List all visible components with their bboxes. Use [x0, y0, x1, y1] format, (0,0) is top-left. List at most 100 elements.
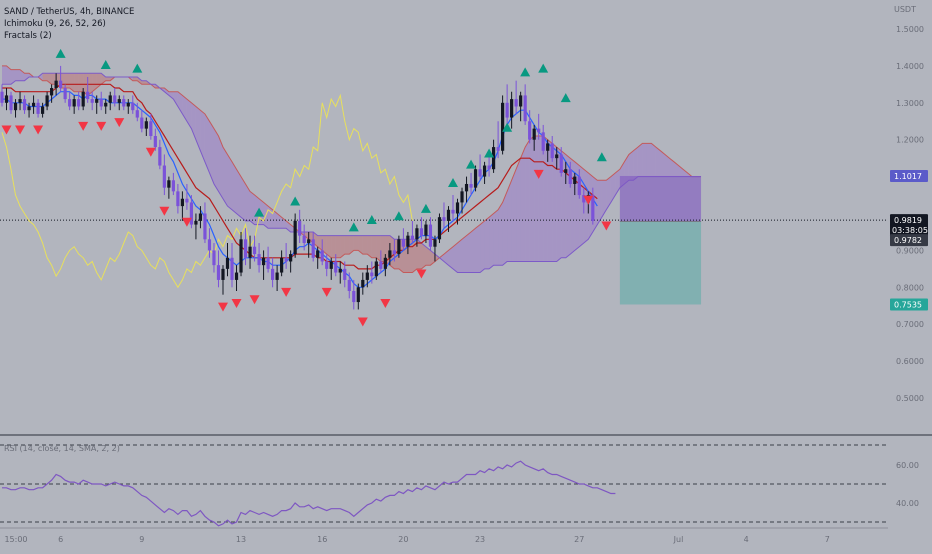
candle-body [171, 180, 175, 192]
candle-body [4, 95, 9, 103]
candle-body [280, 257, 284, 273]
candle [343, 261, 347, 288]
candle [437, 213, 442, 244]
cloud-segment [547, 139, 553, 262]
candle-body [469, 183, 473, 188]
candle-body [568, 169, 572, 184]
cloud-segment [498, 202, 503, 266]
price-tick-label: 1.3000 [896, 99, 924, 108]
candle [311, 231, 315, 262]
candle-body [149, 121, 153, 137]
candle [40, 102, 45, 118]
cloud-segment [371, 235, 377, 258]
cloud-segment [353, 235, 359, 251]
time-tick-label: 15:00 [4, 535, 27, 544]
candle [523, 84, 527, 125]
candle-body [230, 257, 234, 280]
cloud-segment [561, 150, 566, 258]
candle [140, 110, 144, 133]
long-position-tool[interactable] [619, 175, 702, 305]
candles[interactable] [0, 65, 595, 310]
fractal-up-marker [366, 214, 377, 224]
cloud-segment [683, 169, 688, 177]
candle-body [501, 102, 505, 151]
candle [144, 117, 148, 137]
candle [212, 243, 216, 273]
candle-body [144, 121, 148, 129]
symbol-title[interactable]: SAND / TetherUS, 4h, BINANCE [4, 7, 134, 17]
candle [501, 95, 505, 155]
candle-body [325, 261, 329, 269]
cloud-segment [204, 113, 210, 173]
candle-body [437, 217, 442, 240]
candle-body [162, 165, 166, 188]
candle-body [248, 246, 252, 258]
fractal-down-marker [416, 269, 427, 279]
fractal-down-marker [114, 118, 125, 128]
candle [77, 91, 81, 111]
candle-body [86, 91, 90, 100]
legend[interactable]: SAND / TetherUS, 4h, BINANCE Ichimoku (9… [4, 7, 134, 453]
position-stop-zone [619, 221, 702, 305]
fractals [1, 48, 612, 327]
candle [72, 95, 76, 114]
candle-body [392, 250, 396, 255]
candle [225, 243, 230, 277]
candle [568, 161, 572, 188]
price-axis[interactable]: USDT 1.5000 1.4000 1.3000 1.2000 0.9000 0.800… [894, 5, 924, 403]
candle [13, 99, 18, 118]
candle-body [559, 154, 563, 173]
candle [63, 84, 67, 103]
cloud-segment [674, 161, 679, 177]
price-tick-label: 0.8000 [896, 283, 924, 292]
cloud-segment [633, 147, 638, 181]
candle-body [577, 176, 581, 196]
fractal-down-marker [583, 195, 594, 205]
candle-body [514, 99, 518, 107]
fractals-legend[interactable]: Fractals (2) [4, 31, 52, 41]
rsi-tick-label: 60.00 [896, 461, 919, 470]
candle-body [117, 99, 121, 103]
candle-body [212, 250, 216, 266]
fractal-down-marker [15, 125, 26, 135]
cloud-segment [326, 235, 332, 258]
cloud-segment [610, 172, 616, 203]
kijun-sen-line [2, 83, 598, 270]
candle [550, 136, 554, 162]
cloud-segment [245, 184, 250, 221]
candle-body [338, 268, 342, 273]
candle [329, 257, 333, 280]
candle-body [550, 143, 554, 159]
entry-price-badge-bg [890, 234, 928, 247]
candle-body [50, 88, 54, 96]
cloud-segment [227, 154, 232, 210]
candle [347, 272, 351, 299]
candle-body [63, 88, 67, 100]
cloud-segment [462, 235, 467, 273]
cloud-segment [520, 147, 526, 262]
candle-body [95, 99, 99, 103]
candle-body [370, 272, 374, 277]
fractal-up-marker [254, 207, 265, 217]
cloud-segment [340, 235, 345, 258]
candle-body [537, 128, 541, 133]
time-axis[interactable]: 15:00 6 9 13 16 20 23 27 Jul 4 7 [4, 535, 829, 544]
candle-body [546, 143, 550, 151]
ichimoku-legend[interactable]: Ichimoku (9, 26, 52, 26) [4, 19, 106, 29]
fractal-up-marker [560, 93, 571, 103]
candle-body [275, 272, 279, 280]
cloud-segment [601, 180, 607, 218]
candle [428, 217, 433, 251]
last-price-badge-bg [890, 214, 928, 237]
cloud-segment [480, 220, 485, 273]
rsi-legend[interactable]: RSI (14, close, 14, SMA, 2, 2) [4, 444, 120, 453]
candle-body [207, 239, 212, 251]
candle [451, 195, 455, 221]
candle [81, 88, 85, 111]
candle-body [419, 228, 424, 236]
fractal-down-marker [181, 217, 192, 227]
cloud-segment [132, 77, 138, 81]
